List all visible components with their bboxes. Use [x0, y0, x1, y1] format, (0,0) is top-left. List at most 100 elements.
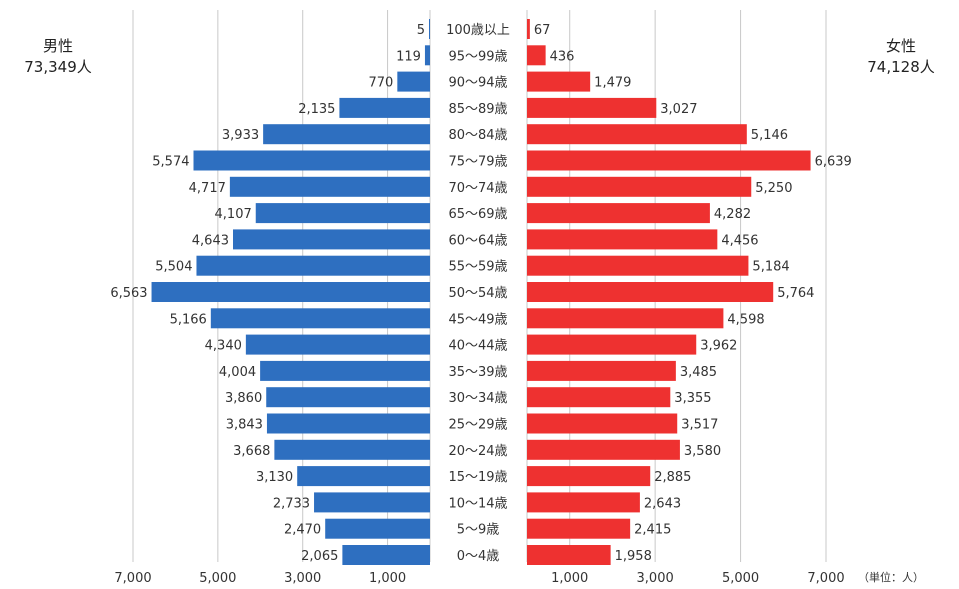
male-data-label: 5,504 [155, 260, 192, 275]
age-group-label: 20～24歳 [448, 444, 507, 459]
male-data-label: 770 [369, 76, 394, 91]
male-bar [424, 45, 430, 66]
male-tick-label: 3,000 [284, 571, 321, 586]
age-group-label: 95～99歳 [448, 49, 507, 64]
male-data-label: 4,004 [219, 365, 256, 380]
male-data-label: 2,470 [284, 523, 321, 538]
male-data-label: 5,166 [170, 312, 207, 327]
female-bar [527, 229, 718, 250]
age-group-label: 10～14歳 [448, 496, 507, 511]
female-data-label: 4,456 [721, 233, 758, 248]
male-legend: 男性 73,349人 [10, 36, 106, 78]
male-bar [210, 308, 430, 329]
age-group-label: 80～84歳 [448, 128, 507, 143]
age-group-label: 100歳以上 [446, 23, 510, 38]
male-data-label: 5 [417, 23, 425, 38]
female-data-label: 3,027 [660, 102, 697, 117]
female-bar [527, 466, 651, 487]
female-bar [527, 150, 811, 171]
female-data-label: 2,885 [654, 470, 691, 485]
age-group-labels: 100歳以上 95～99歳 90～94歳 85～89歳 80～84歳 75～79歳 70～7… [446, 23, 510, 564]
male-tick-label: 5,000 [199, 571, 236, 586]
female-data-label: 3,355 [674, 391, 711, 406]
data-labels: 5 67 119 436 770 1,479 2,135 3,027 3,933 5,146 5,5… [110, 23, 851, 564]
female-bar [527, 413, 678, 434]
age-group-label: 60～64歳 [448, 233, 507, 248]
male-bar [245, 334, 430, 355]
unit-note: （単位：人） [858, 571, 924, 584]
male-bar [274, 439, 430, 460]
male-data-label: 3,860 [225, 391, 262, 406]
age-group-label: 40～44歳 [448, 339, 507, 354]
female-bar [527, 308, 724, 329]
male-data-label: 4,643 [192, 233, 229, 248]
age-group-label: 15～19歳 [448, 470, 507, 485]
male-data-label: 2,733 [273, 496, 310, 511]
age-group-label: 90～94歳 [448, 76, 507, 91]
age-group-label: 45～49歳 [448, 312, 507, 327]
female-bar [527, 282, 774, 302]
female-tick-label: 5,000 [722, 571, 759, 586]
female-data-label: 4,598 [727, 312, 764, 327]
female-data-label: 5,764 [777, 286, 814, 301]
male-bar [229, 176, 430, 197]
age-group-label: 35～39歳 [448, 365, 507, 380]
female-bar [527, 518, 631, 539]
age-group-label: 30～34歳 [448, 391, 507, 406]
female-bar [527, 387, 671, 408]
male-data-label: 4,340 [205, 339, 242, 354]
female-bar [527, 360, 676, 381]
male-data-label: 2,065 [301, 549, 338, 564]
age-group-label: 75～79歳 [448, 155, 507, 170]
female-data-label: 3,485 [680, 365, 717, 380]
male-bar [266, 413, 430, 434]
female-data-label: 3,580 [684, 444, 721, 459]
male-bar [233, 229, 430, 250]
female-bar [527, 439, 680, 460]
female-data-label: 3,517 [681, 418, 718, 433]
male-total: 73,349人 [24, 58, 92, 76]
male-bar [429, 19, 430, 39]
male-data-label: 3,843 [226, 418, 263, 433]
female-data-label: 4,282 [714, 207, 751, 222]
male-bar [193, 150, 430, 171]
male-bar [325, 518, 430, 539]
female-data-label: 2,415 [634, 523, 671, 538]
male-bar [397, 71, 430, 92]
female-bar [527, 176, 752, 197]
male-bar [339, 97, 430, 118]
female-bar [527, 255, 749, 276]
female-bars [527, 19, 811, 565]
male-data-label: 4,107 [215, 207, 252, 222]
male-tick-label: 1,000 [369, 571, 406, 586]
female-data-label: 67 [534, 23, 551, 38]
male-bar [266, 387, 430, 408]
female-bar [527, 71, 591, 92]
female-bar [527, 124, 747, 145]
age-group-label: 85～89歳 [448, 102, 507, 117]
age-group-label: 55～59歳 [448, 260, 507, 275]
female-bar [527, 545, 611, 565]
female-bar [527, 19, 530, 39]
age-group-label: 50～54歳 [448, 286, 507, 301]
age-group-label: 65～69歳 [448, 207, 507, 222]
female-data-label: 5,146 [751, 128, 788, 143]
age-group-label: 0～4歳 [457, 549, 500, 564]
male-tick-label: 7,000 [114, 571, 151, 586]
male-bar [342, 545, 430, 565]
male-bar [314, 492, 430, 513]
male-bars [151, 19, 430, 565]
female-data-label: 1,479 [594, 76, 631, 91]
male-data-label: 3,130 [256, 470, 293, 485]
female-data-label: 3,962 [700, 339, 737, 354]
male-bar [260, 360, 430, 381]
female-bar [527, 45, 546, 66]
female-label: 女性 [885, 37, 916, 55]
female-tick-label: 3,000 [637, 571, 674, 586]
male-data-label: 2,135 [298, 102, 335, 117]
female-legend: 女性 74,128人 [853, 36, 949, 78]
male-bar [255, 203, 430, 224]
male-data-label: 3,933 [222, 128, 259, 143]
female-tick-label: 7,000 [807, 571, 844, 586]
